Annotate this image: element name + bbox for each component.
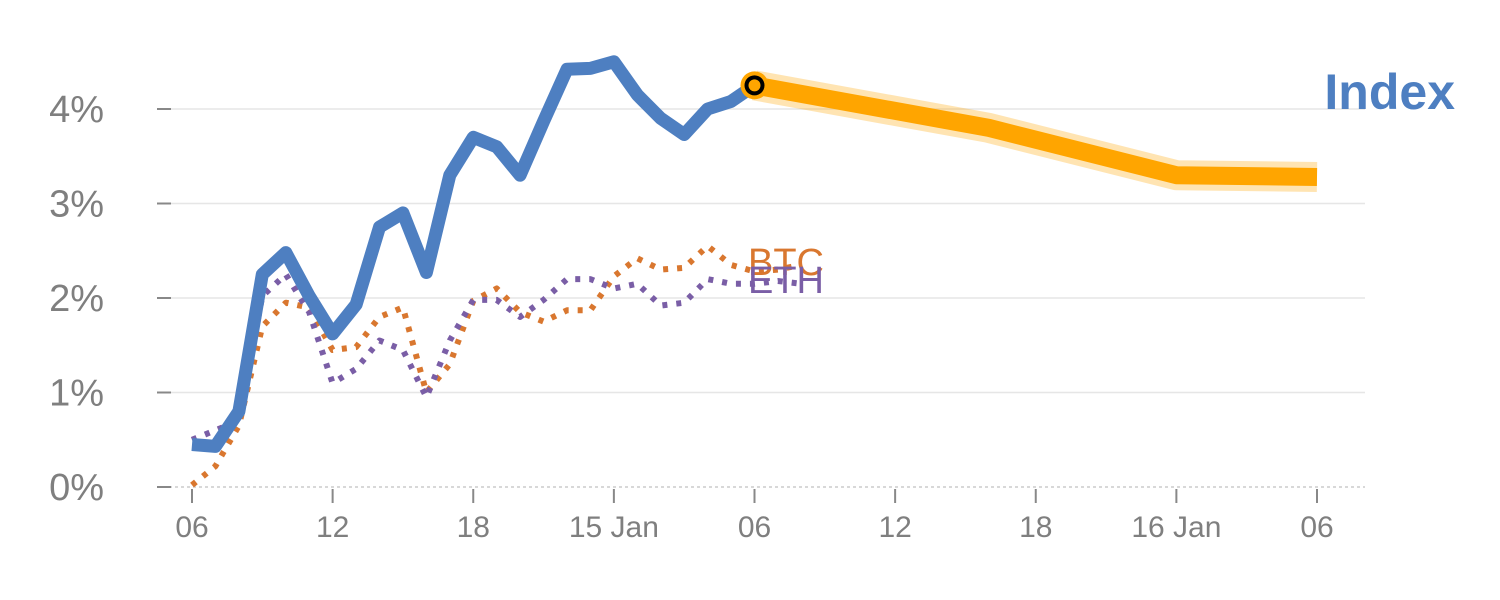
y-tick-label: 2%: [49, 278, 104, 320]
x-tick-label: 06: [175, 511, 208, 544]
y-tick-label: 1%: [49, 373, 104, 415]
series-line-index: [191, 55, 759, 453]
series-line-forecast: [752, 76, 1318, 186]
y-axis: 0% 1% 2% 3% 4%: [49, 89, 171, 509]
highlight-center: [748, 79, 761, 92]
series-label-btc: BTC: [748, 242, 824, 284]
y-tick-label: 4%: [49, 89, 104, 131]
series-group: [190, 55, 1318, 488]
series-label-eth: ETH: [748, 260, 824, 302]
x-tick-label: 12: [878, 511, 911, 544]
y-tick-label: 3%: [49, 184, 104, 226]
x-axis: 06 12 18 15 Jan 06 12 18 16 Jan 06: [175, 489, 1334, 544]
y-tick-label: 0%: [49, 467, 104, 509]
x-tick-label: 15 Jan: [569, 511, 659, 544]
x-tick-label: 06: [738, 511, 771, 544]
x-tick-label: 06: [1300, 511, 1333, 544]
highlight-marker: [740, 71, 769, 100]
series-line-btc: [190, 243, 802, 488]
series-label-index: Index: [1324, 64, 1455, 120]
x-tick-label: 18: [457, 511, 490, 544]
x-tick-label: 16 Jan: [1131, 511, 1221, 544]
series-line-eth: [190, 271, 802, 443]
x-tick-label: 12: [316, 511, 349, 544]
x-tick-label: 18: [1019, 511, 1052, 544]
